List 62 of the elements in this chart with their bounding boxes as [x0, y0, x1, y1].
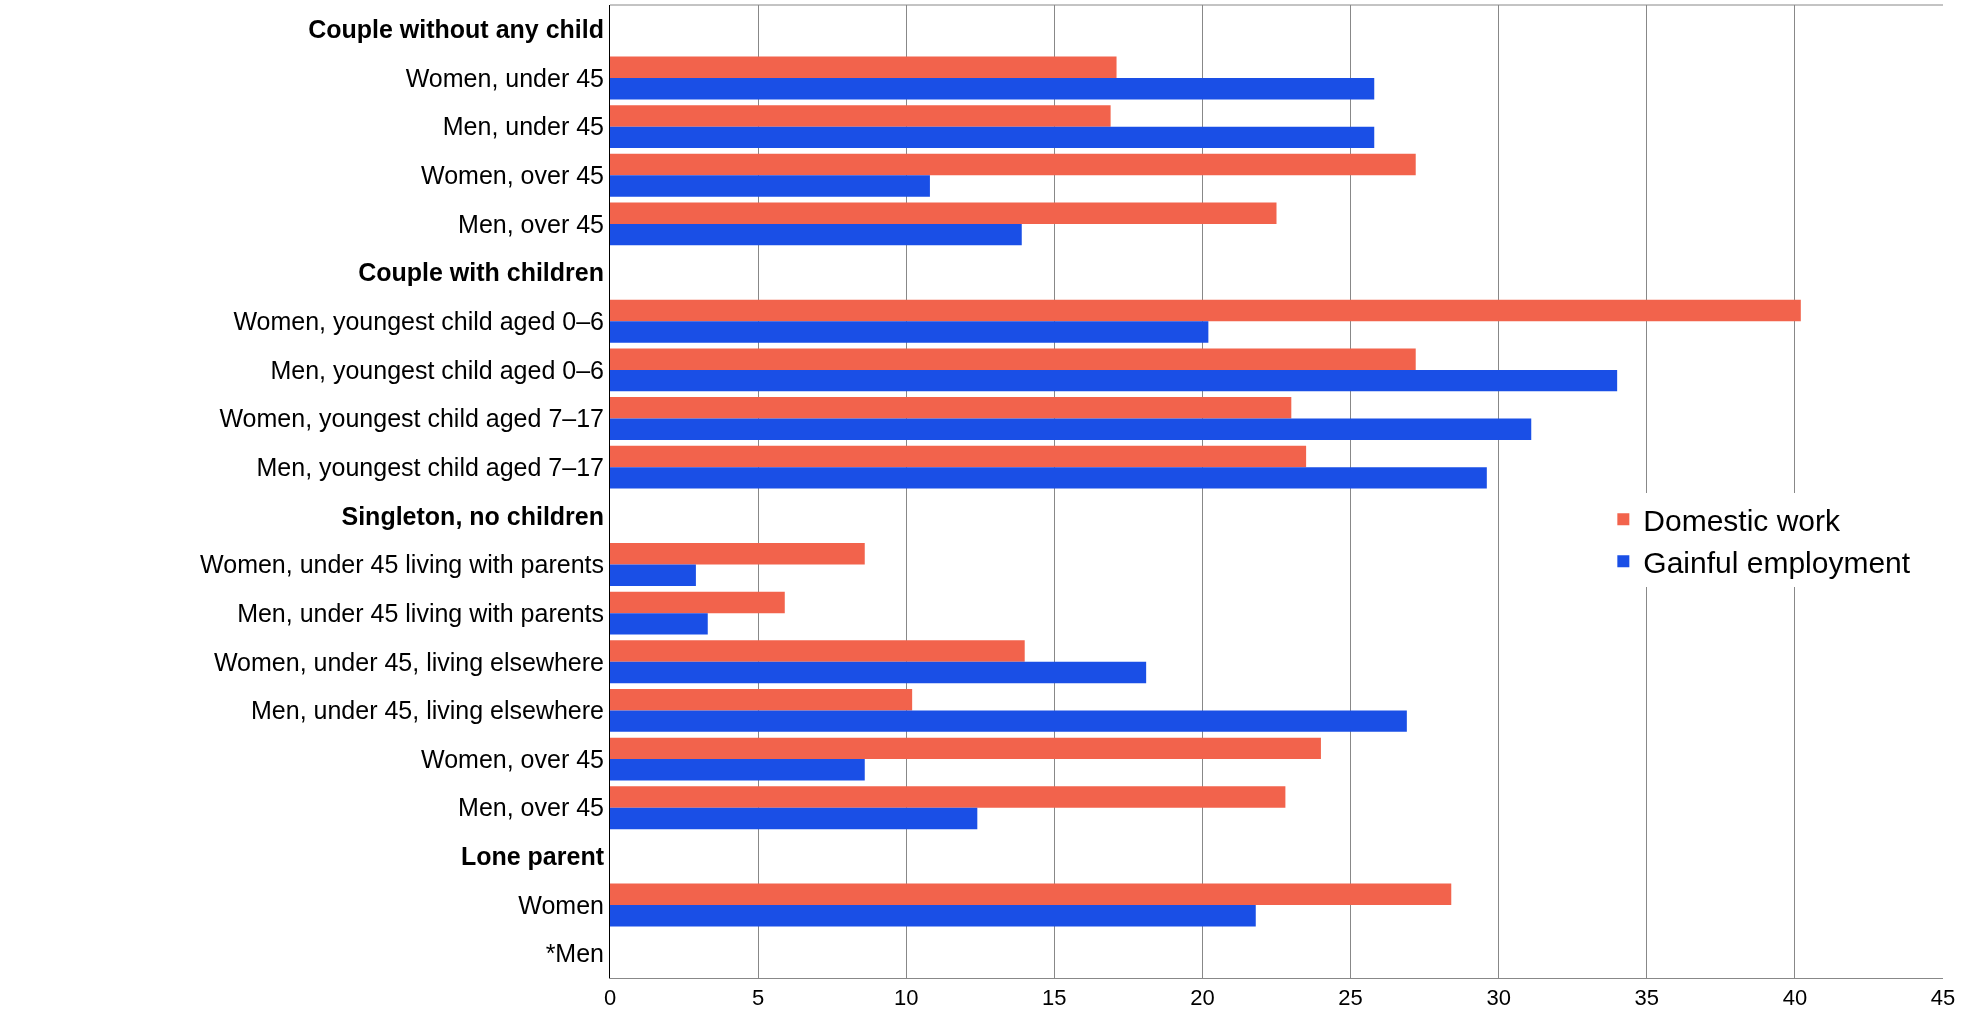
- legend-label: Gainful employment: [1643, 545, 1911, 579]
- bar: [610, 689, 913, 711]
- bar: [610, 223, 1022, 246]
- y-tick-label: Women, over 45: [421, 161, 604, 190]
- y-tick-label: Couple without any child: [308, 15, 604, 44]
- bar: [610, 543, 865, 565]
- bar: [610, 418, 1532, 440]
- legend-label: Domestic work: [1643, 503, 1842, 537]
- y-tick-label: Men, under 45: [442, 112, 604, 141]
- y-tick-label: Women, under 45: [405, 63, 604, 92]
- bar: [610, 759, 865, 781]
- bar: [610, 613, 708, 635]
- bar: [610, 175, 930, 197]
- y-tick-label: Women, youngest child aged 0–6: [233, 306, 604, 335]
- bar: [610, 105, 1111, 127]
- y-tick-label: Women: [518, 890, 604, 919]
- y-tick-label: Men, youngest child aged 0–6: [270, 355, 604, 384]
- bar: [610, 591, 785, 614]
- bar: [610, 467, 1487, 489]
- y-tick-label: Men, youngest child aged 7–17: [256, 452, 604, 481]
- x-tick-label: 30: [1486, 985, 1511, 1011]
- bar: [610, 710, 1407, 732]
- bar: [610, 321, 1209, 343]
- x-tick-label: 35: [1634, 985, 1660, 1011]
- bar: [610, 153, 1416, 176]
- bar: [610, 202, 1277, 224]
- bar: [610, 397, 1292, 419]
- y-tick-label: Women, under 45 living with parents: [200, 550, 604, 579]
- y-tick-label: Women, under 45, living elsewhere: [213, 647, 604, 676]
- bar: [610, 445, 1307, 468]
- x-tick-label: 15: [1042, 985, 1067, 1011]
- y-tick-label: Women, over 45: [421, 744, 604, 773]
- bar: [610, 56, 1117, 78]
- y-tick-label: Women, youngest child aged 7–17: [219, 404, 604, 433]
- bar: [610, 126, 1375, 149]
- y-tick-label: Men, over 45: [458, 209, 604, 238]
- bar: [610, 807, 978, 830]
- bar: [610, 348, 1416, 370]
- x-tick-label: 25: [1338, 985, 1363, 1011]
- y-tick-label: Lone parent: [460, 842, 605, 871]
- y-tick-label: Men, over 45: [458, 793, 604, 822]
- bar: [610, 905, 1256, 927]
- bar: [610, 661, 1147, 684]
- bar: [610, 640, 1025, 662]
- bar: [610, 77, 1375, 100]
- bar: [610, 786, 1286, 808]
- x-tick-label: 40: [1782, 985, 1808, 1011]
- bar: [610, 299, 1801, 322]
- x-tick-label: 20: [1190, 985, 1215, 1011]
- bar: [610, 369, 1618, 392]
- bar: [610, 737, 1321, 760]
- y-tick-label: *Men: [545, 939, 604, 968]
- y-tick-label: Men, under 45 living with parents: [237, 598, 604, 627]
- x-tick-label: 45: [1930, 985, 1956, 1011]
- x-tick-label: 0: [603, 985, 617, 1011]
- y-tick-label: Couple with children: [358, 258, 604, 287]
- bar: [610, 883, 1452, 906]
- y-tick-label: Men, under 45, living elsewhere: [251, 696, 604, 725]
- x-tick-label: 10: [893, 985, 919, 1011]
- y-tick-label: Singleton, no children: [341, 501, 604, 530]
- bar: [610, 564, 696, 586]
- x-tick-label: 5: [751, 985, 765, 1011]
